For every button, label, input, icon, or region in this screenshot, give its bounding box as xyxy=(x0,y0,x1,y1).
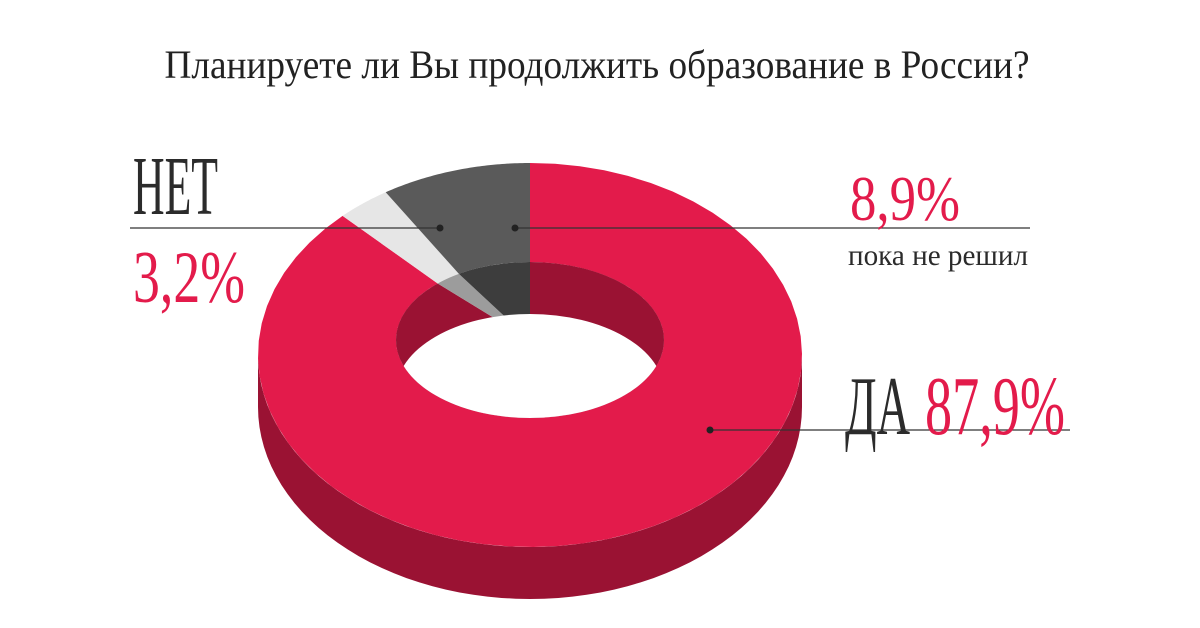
leader-dot xyxy=(511,224,519,232)
slice-side xyxy=(258,355,802,599)
category-label: ДА xyxy=(845,360,910,453)
donut xyxy=(258,163,802,599)
value-label: 87,9% xyxy=(925,360,1065,453)
value-label: 8,9% xyxy=(850,163,960,234)
category-label: пока не решил xyxy=(848,239,1028,272)
chart-title: Планируете ли Вы продолжить образование … xyxy=(165,42,1030,87)
leader-dot xyxy=(706,426,714,434)
hole-wall xyxy=(396,262,530,340)
value-label: 3,2% xyxy=(133,237,245,319)
hole-floor xyxy=(396,314,664,418)
slice xyxy=(385,163,530,274)
leader-dot xyxy=(436,224,444,232)
slice xyxy=(342,192,459,284)
category-label: НЕТ xyxy=(133,140,218,233)
slice xyxy=(258,163,802,547)
